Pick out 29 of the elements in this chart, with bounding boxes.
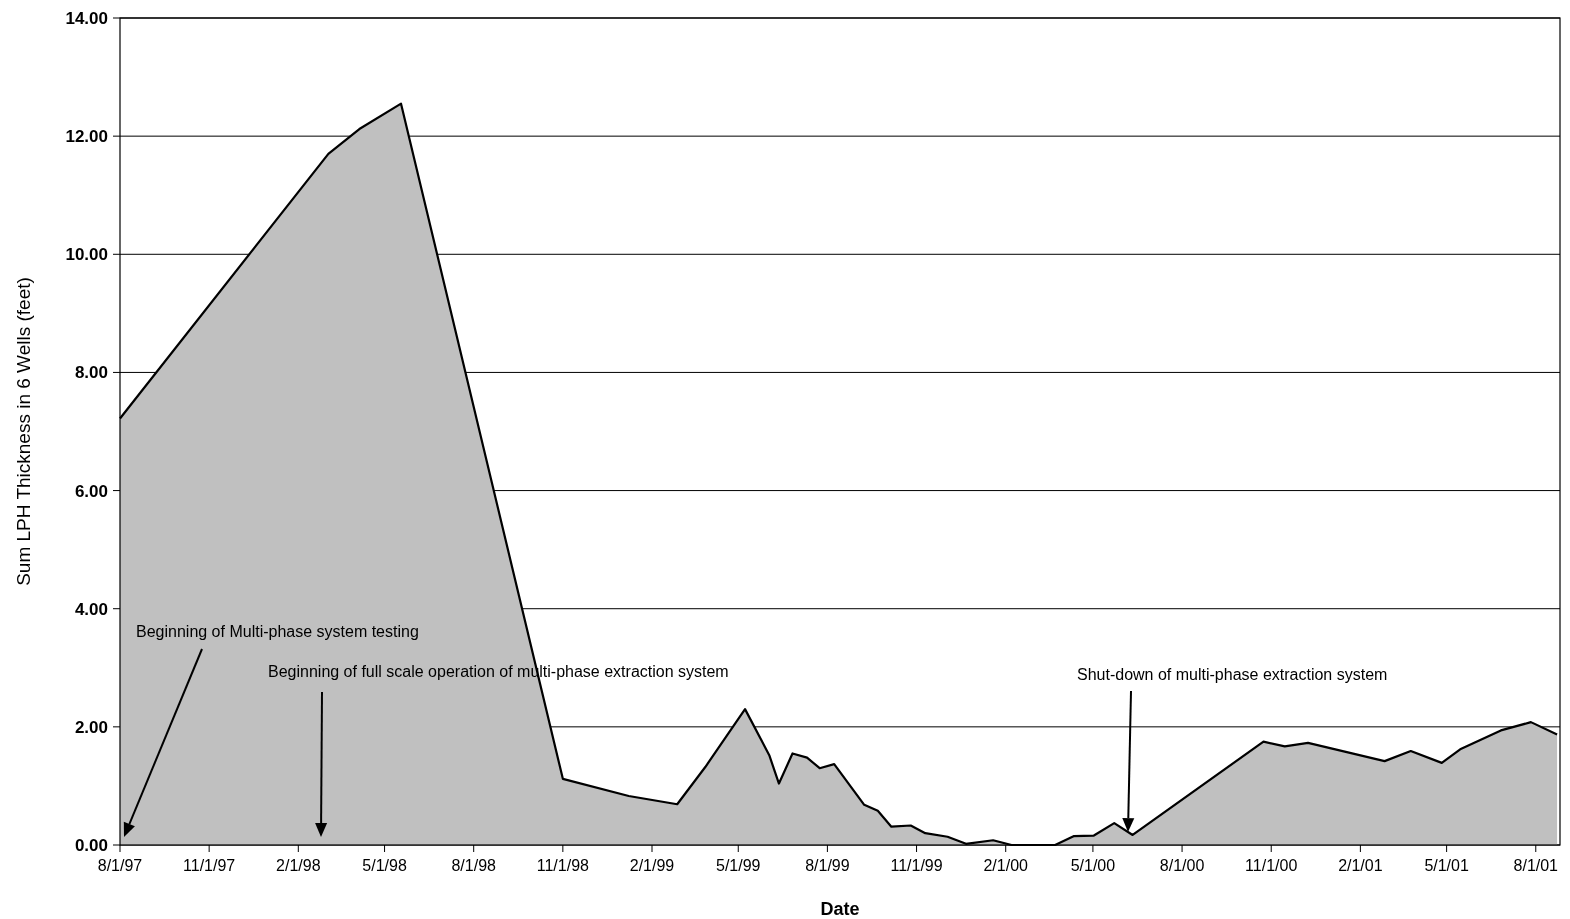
y-tick-label: 4.00 <box>74 599 108 619</box>
annotation: Shut-down of multi-phase extraction system <box>1077 666 1388 683</box>
y-tick-label: 14.00 <box>65 8 108 28</box>
x-tick-label: 8/1/99 <box>805 857 850 874</box>
x-tick-label: 2/1/99 <box>629 857 675 874</box>
x-tick-label: 2/1/01 <box>1338 857 1383 874</box>
x-tick-label: 8/1/01 <box>1513 857 1559 874</box>
y-tick-label: 2.00 <box>74 717 108 737</box>
y-tick-label: 0.00 <box>74 835 108 855</box>
y-tick-label: 6.00 <box>74 481 108 501</box>
x-tick-label: 8/1/97 <box>97 857 143 874</box>
x-tick-label: 11/1/97 <box>183 857 236 874</box>
x-tick-label: 2/1/98 <box>276 857 321 874</box>
x-tick-label: 8/1/98 <box>451 857 497 874</box>
x-tick-label: 5/1/99 <box>716 857 761 874</box>
x-tick-label: 5/1/00 <box>1070 857 1116 874</box>
y-tick-label: 10.00 <box>65 245 108 265</box>
y-tick-label: 8.00 <box>74 363 108 383</box>
y-tick-label: 12.00 <box>65 127 108 147</box>
annotation: Beginning of Multi-phase system testing <box>136 623 419 640</box>
x-tick-label: 8/1/00 <box>1159 857 1205 874</box>
x-tick-label: 11/1/00 <box>1245 857 1298 874</box>
x-tick-label: 2/1/00 <box>983 857 1029 874</box>
x-tick-label: 11/1/98 <box>536 857 590 874</box>
x-tick-label: 5/1/01 <box>1424 857 1469 874</box>
y-axis-title: Sum LPH Thickness in 6 Wells (feet) <box>13 277 34 586</box>
x-tick-label: 11/1/99 <box>890 857 943 874</box>
x-axis-title: Date <box>820 899 860 919</box>
x-tick-label: 5/1/98 <box>362 857 407 874</box>
